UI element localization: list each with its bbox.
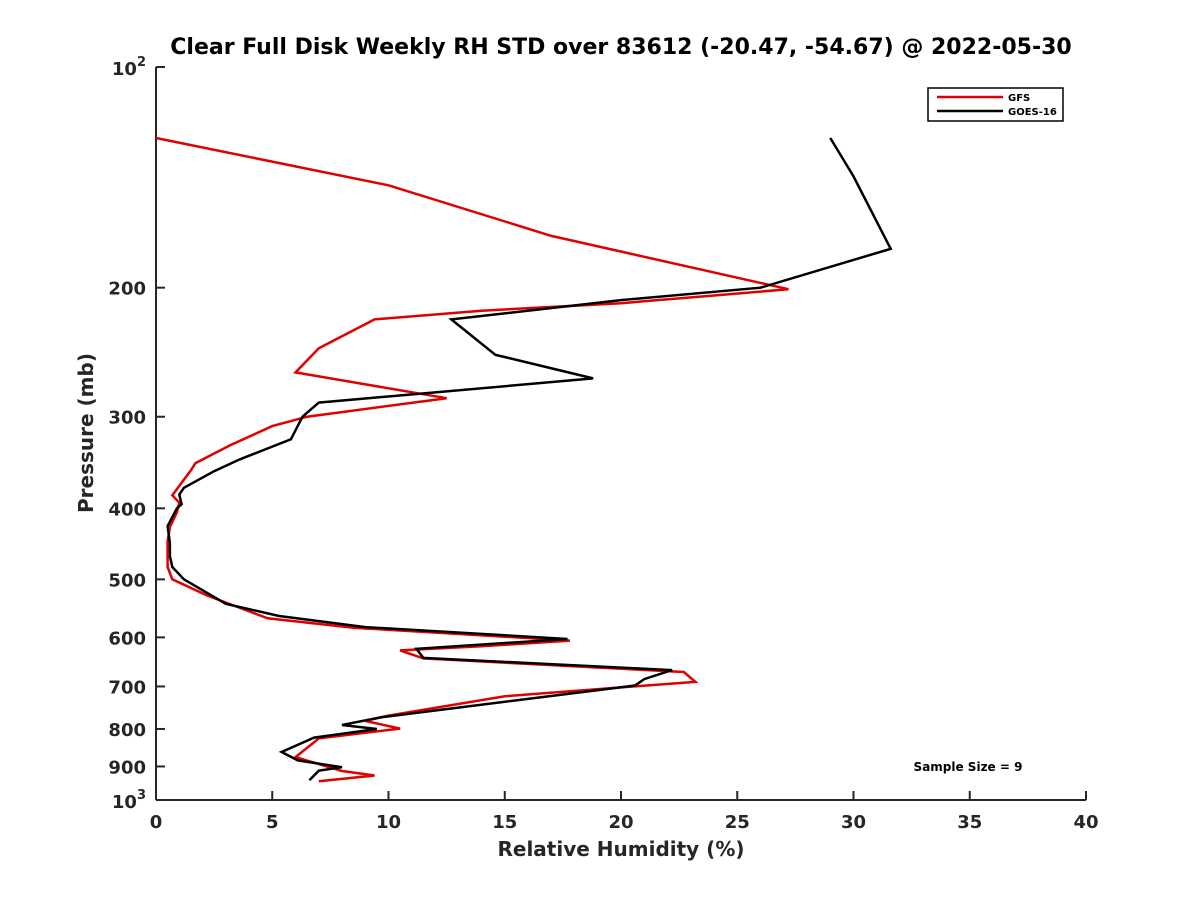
y-tick-label-exponent: 3 <box>137 788 146 803</box>
y-tick-label: 700 <box>108 677 146 698</box>
x-axis-title: Relative Humidity (%) <box>497 837 744 861</box>
legend: GFS GOES-16 <box>927 87 1064 122</box>
sample-size-annotation: Sample Size = 9 <box>914 760 1023 774</box>
y-tick-label: 200 <box>108 279 146 300</box>
legend-label: GOES-16 <box>1008 107 1057 118</box>
x-tick-label: 30 <box>841 812 866 833</box>
y-tick-label-exponent: 2 <box>137 55 146 70</box>
x-tick-label: 40 <box>1073 812 1098 833</box>
y-tick-label: 600 <box>108 628 146 649</box>
x-tick-label: 5 <box>266 812 279 833</box>
y-tick-label: 400 <box>108 499 146 520</box>
y-tick-label-base: 10 <box>112 792 137 813</box>
y-tick-label: 500 <box>108 570 146 591</box>
series-line <box>166 137 893 782</box>
y-tick-label-power: 102 <box>112 55 146 80</box>
y-tick-label: 900 <box>108 757 146 778</box>
x-tick-label: 0 <box>150 812 163 833</box>
x-tick-label: 10 <box>376 812 401 833</box>
x-tick-label: 20 <box>608 812 633 833</box>
axes: 0 5 10 15 20 25 30 35 40102200300400500600700800… <box>108 55 1098 833</box>
y-tick-label-base: 10 <box>112 59 137 80</box>
legend-label: GFS <box>1008 93 1030 104</box>
series-layer <box>155 136 893 783</box>
x-tick-label: 15 <box>492 812 517 833</box>
chart-title: Clear Full Disk Weekly RH STD over 83612… <box>170 35 1071 60</box>
series-goes-16 <box>166 137 893 782</box>
x-tick-label: 25 <box>725 812 750 833</box>
x-tick-label: 35 <box>957 812 982 833</box>
y-axis-title: Pressure (mb) <box>74 353 98 513</box>
y-tick-label: 800 <box>108 720 146 741</box>
y-tick-label: 300 <box>108 408 146 429</box>
y-tick-label-power: 103 <box>112 788 146 813</box>
legend-box <box>927 87 1064 122</box>
